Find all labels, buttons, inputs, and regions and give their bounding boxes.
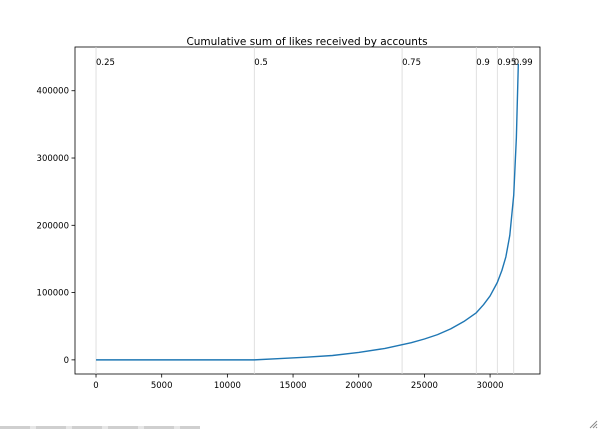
y-tick-label: 400000 bbox=[37, 87, 69, 97]
quantile-label: 0.9 bbox=[476, 58, 490, 68]
quantile-label: 0.5 bbox=[254, 58, 268, 68]
y-axis: 0 100000 200000 300000 400000 bbox=[37, 87, 75, 366]
x-tick-label: 20000 bbox=[345, 381, 372, 391]
quantile-labels: 0.25 0.5 0.75 0.9 0.950.99 bbox=[96, 58, 533, 68]
series-line bbox=[96, 63, 520, 361]
plot-area bbox=[74, 46, 541, 375]
bottom-edge bbox=[0, 426, 200, 429]
quantile-label: 0.75 bbox=[402, 58, 421, 68]
series-layer bbox=[96, 63, 520, 361]
chart-title: Cumulative sum of likes received by acco… bbox=[186, 36, 427, 48]
y-tick-label: 0 bbox=[64, 356, 69, 366]
x-axis: 0 5000 10000 15000 20000 25000 30000 bbox=[93, 374, 504, 391]
y-tick-label: 200000 bbox=[37, 221, 69, 231]
x-tick-label: 30000 bbox=[477, 381, 504, 391]
x-tick-label: 5000 bbox=[151, 381, 173, 391]
x-tick-label: 25000 bbox=[411, 381, 438, 391]
x-tick-label: 0 bbox=[93, 381, 98, 391]
quantile-label: 0.25 bbox=[96, 58, 115, 68]
x-tick-label: 10000 bbox=[214, 381, 241, 391]
y-tick-label: 300000 bbox=[37, 154, 69, 164]
x-tick-label: 15000 bbox=[280, 381, 307, 391]
y-tick-label: 100000 bbox=[37, 289, 69, 299]
resize-grip-icon[interactable] bbox=[588, 419, 598, 429]
quantile-label: 0.95 bbox=[497, 58, 516, 68]
quantile-lines bbox=[95, 47, 515, 374]
quantile-label: 0.99 bbox=[514, 58, 533, 68]
